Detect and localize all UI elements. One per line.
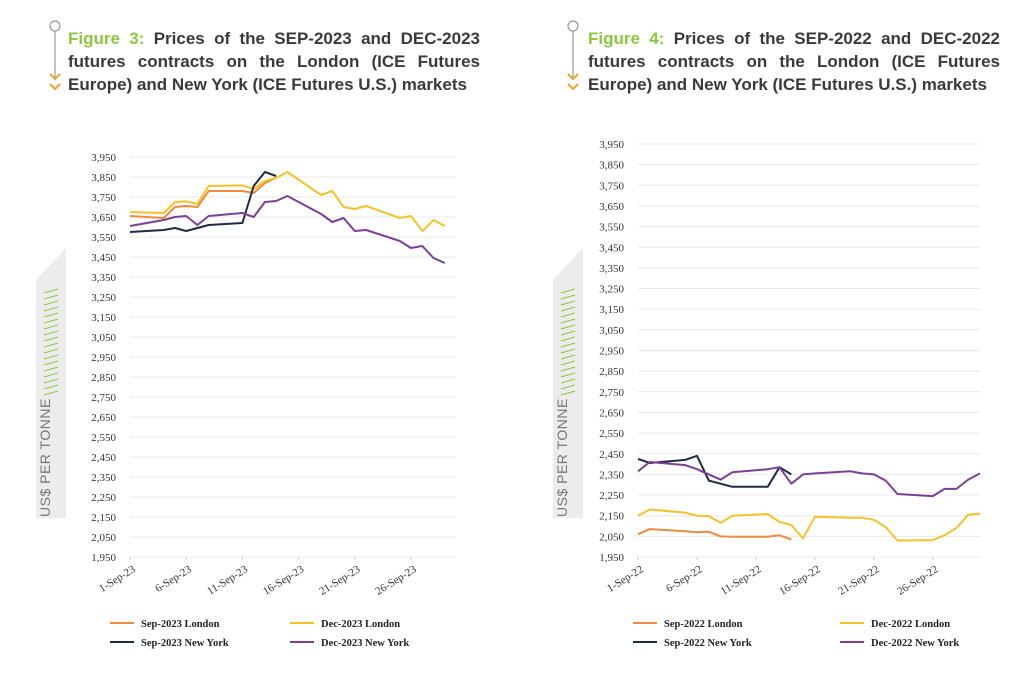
y-tick-label: 3,350	[91, 272, 116, 284]
y-tick-label: 3,950	[91, 152, 116, 164]
y-tick-label: 3,050	[91, 332, 116, 344]
legend-label: Sep-2023 London	[141, 619, 220, 630]
y-tick-label: 2,750	[91, 392, 116, 404]
y-tick-label: 2,050	[599, 531, 624, 543]
figure-label: Figure 3:	[68, 29, 145, 48]
y-tick-label: 2,450	[599, 449, 624, 461]
y-tick-label: 3,050	[599, 325, 624, 337]
legend-label: Sep-2022 London	[664, 619, 743, 630]
x-tick-label: 6-Sep-23	[153, 563, 194, 595]
y-tick-label: 3,250	[599, 284, 624, 296]
y-tick-label: 2,050	[91, 532, 116, 544]
y-tick-label: 3,550	[599, 222, 624, 234]
y-tick-label: 1,950	[599, 552, 624, 564]
x-tick-label: 26-Sep-23	[373, 563, 419, 598]
x-tick-label: 1-Sep-22	[605, 563, 646, 595]
legend-label: Dec-2023 New York	[321, 638, 409, 649]
icon-arrow	[49, 73, 579, 91]
y-tick-label: 2,850	[599, 366, 624, 378]
y-tick-label: 2,650	[91, 412, 116, 424]
x-tick-label: 21-Sep-22	[836, 563, 881, 597]
y-tick-label: 3,150	[91, 312, 116, 324]
y-tick-label: 3,350	[599, 263, 624, 275]
x-tick-label: 1-Sep-23	[97, 563, 138, 595]
series-line	[637, 461, 981, 498]
y-tick-label: 3,250	[91, 292, 116, 304]
x-tick-label: 21-Sep-23	[317, 563, 363, 598]
chart-title: Figure 4: Prices of the SEP-2022 and DEC…	[588, 27, 1000, 96]
series-line	[129, 171, 446, 232]
series-line	[129, 171, 277, 233]
y-tick-label: 1,950	[91, 552, 116, 564]
y-tick-label: 2,150	[91, 512, 116, 524]
y-tick-label: 2,350	[599, 469, 624, 481]
y-axis-label: US$ PER TONNE	[554, 398, 570, 517]
legend-label: Sep-2022 New York	[664, 638, 752, 649]
x-tick-label: 26-Sep-22	[895, 563, 940, 597]
y-tick-label: 3,850	[91, 172, 116, 184]
y-tick-label: 3,150	[599, 304, 624, 316]
y-tick-label: 3,650	[599, 201, 624, 213]
y-tick-label: 3,450	[599, 242, 624, 254]
icon	[49, 20, 579, 78]
y-axis-label: US$ PER TONNE	[37, 398, 53, 517]
y-tick-label: 3,550	[91, 232, 116, 244]
ylabel-panel	[36, 248, 583, 518]
legend-label: Dec-2022 New York	[871, 638, 959, 649]
y-tick-label: 2,750	[599, 387, 624, 399]
y-tick-label: 2,150	[599, 511, 624, 523]
title-text: Prices of the SEP-2022 and DEC-2022 futu…	[588, 29, 1000, 94]
series-line	[129, 177, 277, 219]
series-line	[129, 195, 446, 264]
y-tick-label: 3,650	[91, 212, 116, 224]
series-line	[637, 528, 792, 541]
y-tick-label: 2,250	[91, 492, 116, 504]
figure-label: Figure 4:	[588, 29, 665, 48]
legend-label: Dec-2023 London	[321, 619, 400, 630]
x-tick-label: 11-Sep-22	[719, 563, 764, 597]
title-text: Prices of the SEP-2023 and DEC-2023 futu…	[68, 29, 480, 94]
y-tick-label: 3,750	[91, 192, 116, 204]
y-tick-label: 2,650	[599, 407, 624, 419]
y-tick-label: 2,250	[599, 490, 624, 502]
ylabel-hatch	[43, 288, 576, 396]
y-tick-label: 2,950	[91, 352, 116, 364]
y-tick-label: 2,950	[599, 346, 624, 358]
y-tick-label: 3,750	[599, 180, 624, 192]
legend-label: Dec-2022 London	[871, 619, 950, 630]
chart-title: Figure 3: Prices of the SEP-2023 and DEC…	[68, 27, 480, 96]
y-tick-label: 2,350	[91, 472, 116, 484]
y-tick-label: 3,850	[599, 160, 624, 172]
x-tick-label: 16-Sep-22	[777, 563, 822, 597]
legend-label: Sep-2023 New York	[141, 638, 229, 649]
x-tick-label: 11-Sep-23	[205, 563, 250, 598]
series-line	[637, 454, 792, 488]
y-tick-label: 2,450	[91, 452, 116, 464]
y-tick-label: 2,550	[599, 428, 624, 440]
y-tick-label: 3,950	[599, 139, 624, 151]
y-tick-label: 2,550	[91, 432, 116, 444]
y-tick-label: 3,450	[91, 252, 116, 264]
x-tick-label: 16-Sep-23	[261, 563, 307, 598]
series-line	[637, 508, 981, 542]
x-tick-label: 6-Sep-22	[664, 563, 705, 595]
y-tick-label: 2,850	[91, 372, 116, 384]
